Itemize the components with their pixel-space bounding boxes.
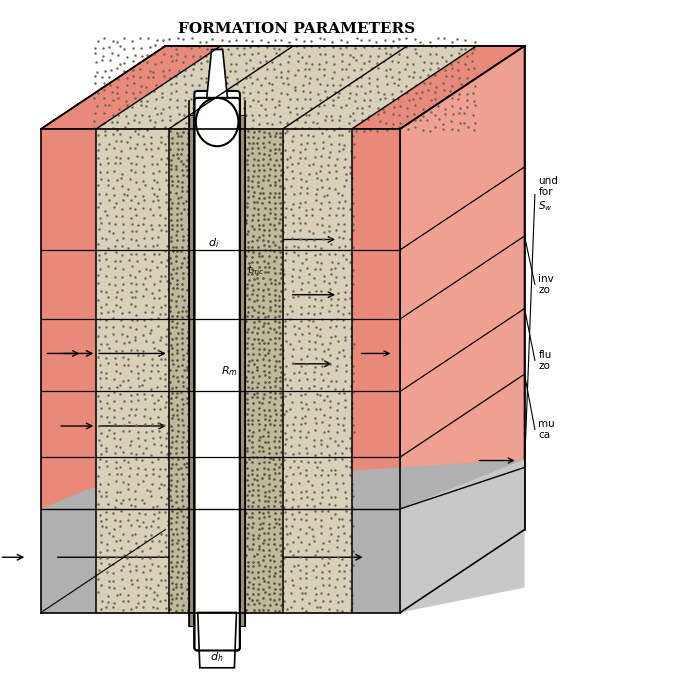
Polygon shape <box>206 50 228 98</box>
Polygon shape <box>41 459 524 509</box>
Polygon shape <box>41 129 400 612</box>
Polygon shape <box>169 129 283 612</box>
Text: $d_h$: $d_h$ <box>211 650 224 664</box>
Polygon shape <box>237 115 245 626</box>
Polygon shape <box>41 46 524 129</box>
Polygon shape <box>400 46 524 612</box>
Polygon shape <box>41 509 400 612</box>
Text: $R_m$: $R_m$ <box>220 364 237 377</box>
Text: mu
ca: mu ca <box>538 419 555 440</box>
Text: flu
zo: flu zo <box>538 349 552 371</box>
Ellipse shape <box>196 98 239 146</box>
Text: $d_i$: $d_i$ <box>208 236 219 250</box>
Polygon shape <box>198 612 237 668</box>
Polygon shape <box>96 46 476 129</box>
Text: inv
zo: inv zo <box>538 274 554 295</box>
Text: und
for
$S_w$: und for $S_w$ <box>538 176 558 214</box>
Polygon shape <box>190 115 198 626</box>
Text: FORMATION PARAMETERS: FORMATION PARAMETERS <box>178 22 415 36</box>
FancyBboxPatch shape <box>195 91 240 650</box>
Text: $t_{mc}$: $t_{mc}$ <box>247 264 264 277</box>
Polygon shape <box>96 129 352 612</box>
Polygon shape <box>400 459 524 612</box>
